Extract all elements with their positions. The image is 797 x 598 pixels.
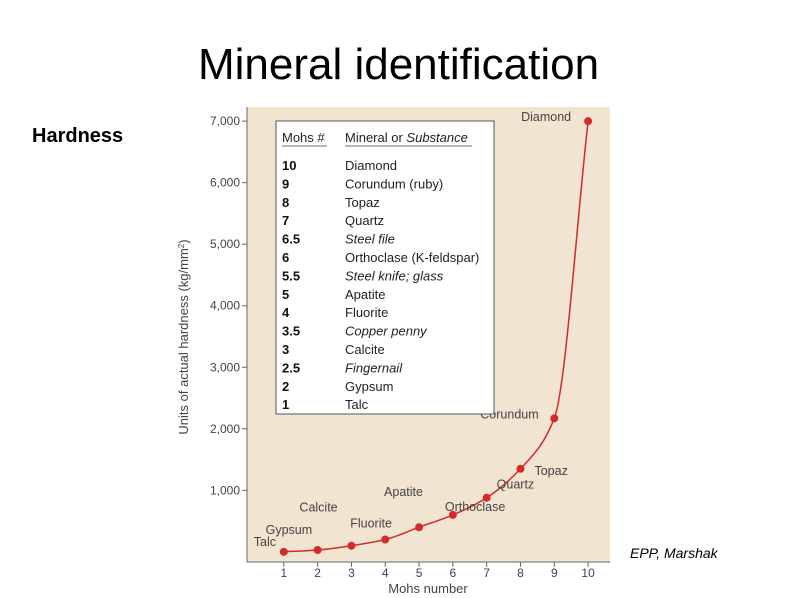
point-label-gypsum: Gypsum xyxy=(266,523,313,537)
y-tick-label: 6,000 xyxy=(210,176,240,190)
x-tick-label: 8 xyxy=(517,566,524,580)
table-mineral-name: Quartz xyxy=(345,213,384,228)
y-tick-label: 1,000 xyxy=(210,483,240,497)
table-mohs-value: 5.5 xyxy=(282,268,300,283)
point-label-topaz: Topaz xyxy=(534,464,567,478)
table-header-mineral: Mineral or Substance xyxy=(345,130,468,145)
table-mohs-value: 10 xyxy=(282,158,296,173)
x-tick-label: 1 xyxy=(280,566,287,580)
x-tick-label: 5 xyxy=(416,566,423,580)
table-mineral-name: Diamond xyxy=(345,158,397,173)
table-mohs-value: 1 xyxy=(282,397,289,412)
table-mohs-value: 9 xyxy=(282,176,289,191)
data-point-topaz xyxy=(516,464,525,473)
table-mohs-value: 7 xyxy=(282,213,289,228)
table-mineral-name: Corundum (ruby) xyxy=(345,176,443,191)
table-mohs-value: 2 xyxy=(282,379,289,394)
x-tick-label: 6 xyxy=(450,566,457,580)
data-point-quartz xyxy=(482,493,491,502)
table-mineral-name: Topaz xyxy=(345,195,380,210)
table-mohs-value: 6 xyxy=(282,250,289,265)
mohs-table: Mohs # Mineral or Substance 10 Diamond 9 Co… xyxy=(275,120,495,415)
data-points xyxy=(279,117,593,556)
table-mineral-name: Steel file xyxy=(345,232,395,247)
chart-axes: 1 2 3 4 5 6 7 8 9 10 1,000 2,000 3,000 4,000 5,000 6,00… xyxy=(210,107,610,580)
data-point-corundum xyxy=(550,414,559,423)
table-mineral-name: Calcite xyxy=(345,342,385,357)
y-tick-label: 5,000 xyxy=(210,237,240,251)
point-label-apatite: Apatite xyxy=(384,485,423,499)
table-mohs-value: 4 xyxy=(282,305,290,320)
data-point-diamond xyxy=(584,117,593,126)
y-tick-label: 4,000 xyxy=(210,299,240,313)
data-point-apatite xyxy=(415,523,424,532)
x-tick-label: 9 xyxy=(551,566,558,580)
y-tick-label: 2,000 xyxy=(210,422,240,436)
table-mohs-value: 6.5 xyxy=(282,232,300,247)
point-label-diamond: Diamond xyxy=(521,110,571,124)
data-point-talc xyxy=(279,547,288,556)
table-mineral-name: Gypsum xyxy=(345,379,393,394)
table-mohs-value: 3 xyxy=(282,342,289,357)
x-tick-label: 3 xyxy=(348,566,355,580)
y-tick-label: 3,000 xyxy=(210,360,240,374)
x-axis-label: Mohs number xyxy=(388,581,468,596)
point-label-calcite: Calcite xyxy=(299,501,337,515)
credit-text: EPP, Marshak xyxy=(630,545,718,561)
table-mohs-value: 8 xyxy=(282,195,289,210)
x-tick-label: 7 xyxy=(483,566,490,580)
table-mineral-name: Orthoclase (K-feldspar) xyxy=(345,250,479,265)
table-mineral-name: Fluorite xyxy=(345,305,388,320)
slide-title: Mineral identification xyxy=(197,40,600,89)
point-label-orthoclase: Orthoclase xyxy=(445,500,505,514)
x-tick-label: 4 xyxy=(382,566,389,580)
y-axis-label: Units of actual hardness (kg/mm2) xyxy=(176,239,191,434)
x-tick-label: 10 xyxy=(581,566,595,580)
point-label-talc: Talc xyxy=(254,535,276,549)
table-mineral-name: Talc xyxy=(345,397,369,412)
table-mohs-value: 5 xyxy=(282,287,289,302)
point-label-fluorite: Fluorite xyxy=(350,517,392,531)
table-mineral-name: Apatite xyxy=(345,287,385,302)
y-tick-label: 7,000 xyxy=(210,114,240,128)
table-mohs-value: 2.5 xyxy=(282,360,300,375)
point-label-quartz: Quartz xyxy=(497,478,535,492)
table-header-mohs: Mohs # xyxy=(282,130,325,145)
table-box xyxy=(275,120,495,415)
table-mineral-name: Copper penny xyxy=(345,324,428,339)
table-rows: 10 Diamond 9 Corundum (ruby) 8 Topaz 7 Quartz 6.… xyxy=(282,158,479,412)
data-point-fluorite xyxy=(381,535,390,544)
point-label-corundum: Corundum xyxy=(480,407,538,421)
slide-subtitle: Hardness xyxy=(32,125,124,147)
data-point-orthoclase xyxy=(448,510,457,519)
table-mineral-name: Steel knife; glass xyxy=(345,268,444,283)
point-labels: TalcGypsumCalciteFluoriteApatiteOrthocla… xyxy=(254,110,571,549)
table-mohs-value: 3.5 xyxy=(282,324,300,339)
data-point-gypsum xyxy=(313,546,322,555)
table-mineral-name: Fingernail xyxy=(345,360,403,375)
x-tick-label: 2 xyxy=(314,566,321,580)
data-point-calcite xyxy=(347,541,356,550)
